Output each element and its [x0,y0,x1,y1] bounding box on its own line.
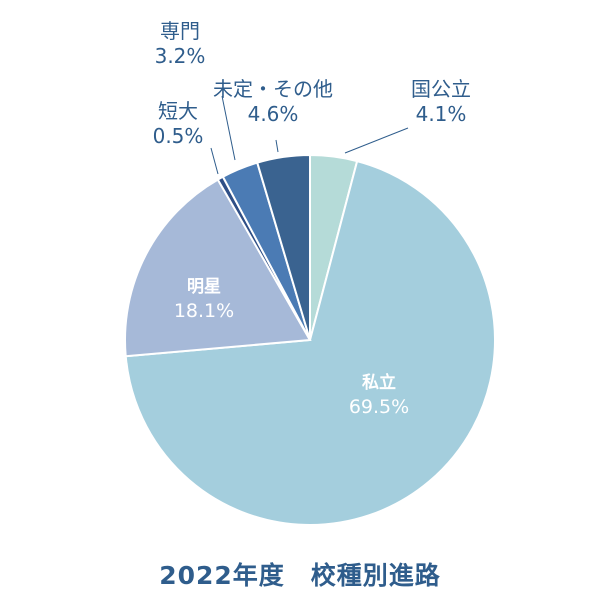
slice-value-label: 69.5% [349,396,409,418]
leader-line [344,127,409,154]
slice-label: 短大 [158,99,198,123]
pie-slice [124,159,496,526]
slice-label: 私立 [362,372,396,393]
leader-line [221,95,236,161]
slice-value-label: 0.5% [153,124,204,148]
slice-value-label: 4.6% [248,102,299,126]
pie-slice [256,153,311,341]
slice-value-label: 18.1% [174,300,234,322]
leader-line [275,139,279,153]
slice-label: 専門 [160,19,200,43]
leader-line [210,147,219,175]
slice-label: 明星 [187,277,221,297]
chart-title: 2022年度 校種別進路 [159,561,441,590]
pie-slice [124,178,312,358]
slice-label: 未定・その他 [213,77,333,101]
slice-label: 国公立 [411,77,471,101]
slice-value-label: 4.1% [416,102,467,126]
slice-value-label: 3.2% [155,44,206,68]
